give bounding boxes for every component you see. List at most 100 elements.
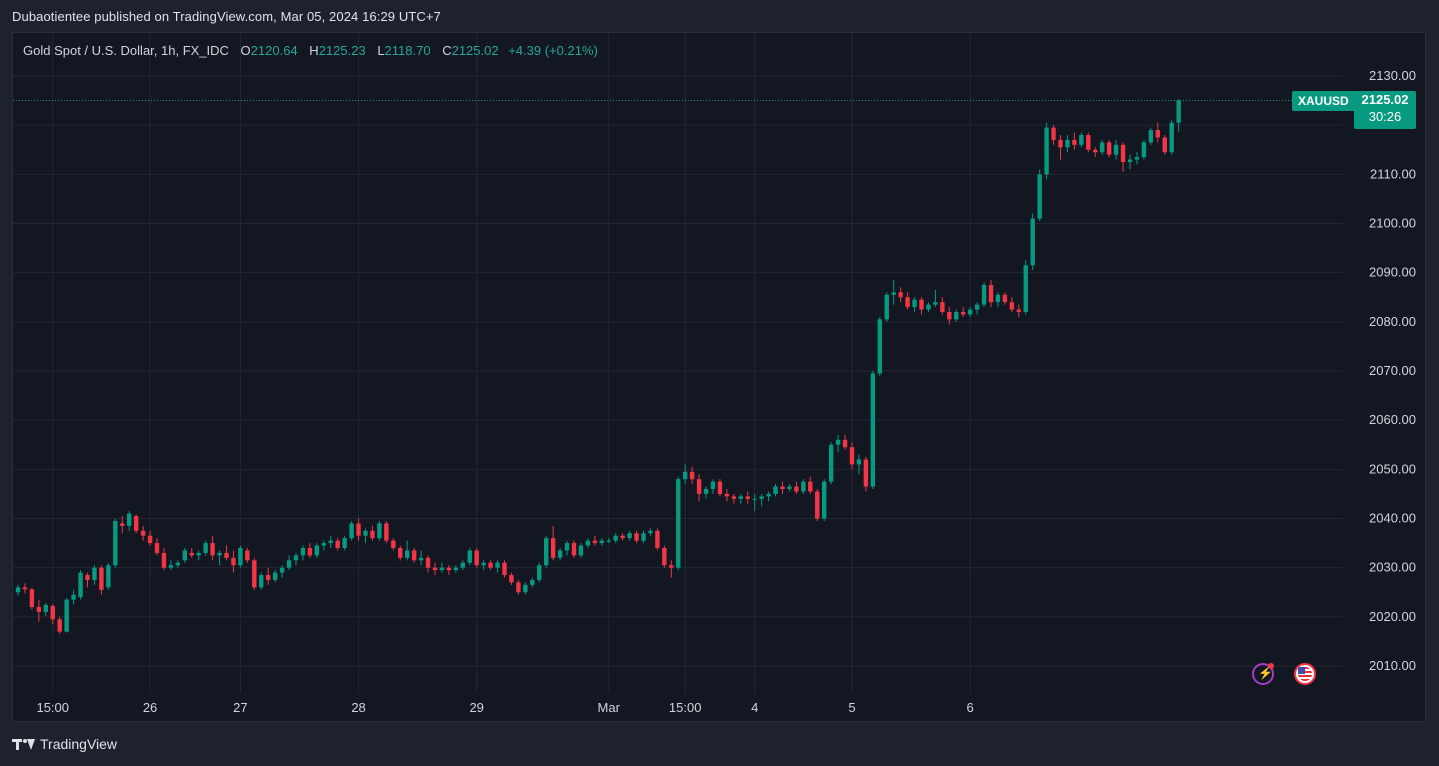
candle-body [717, 481, 723, 494]
close-label: C [442, 43, 452, 58]
candle-body [578, 545, 584, 556]
candle-body [773, 486, 778, 494]
candle-body [724, 493, 730, 497]
publish-info: Dubaotientee published on TradingView.co… [12, 9, 441, 24]
candle-body [988, 284, 994, 303]
candle-body [1009, 302, 1015, 310]
candle-body [57, 619, 62, 632]
candle-body [509, 575, 514, 583]
candle-body [286, 560, 292, 568]
candle-body [453, 567, 459, 571]
candle-body [425, 557, 431, 568]
candle-body [203, 543, 208, 553]
candle-body [224, 552, 229, 558]
candle-body [877, 319, 882, 374]
candle-body [683, 471, 688, 480]
candle-body [293, 555, 299, 561]
candle-body [655, 530, 660, 548]
footer-brand[interactable]: TradingView [12, 736, 117, 752]
candle-body [815, 491, 820, 519]
candle-body [1169, 122, 1174, 153]
candle-body [161, 552, 167, 568]
candle-body [634, 533, 639, 541]
candle-body [481, 562, 486, 566]
candle-body [335, 540, 340, 548]
candle-body [1162, 137, 1167, 153]
candle-body [1030, 218, 1035, 266]
time-tick-label: 26 [143, 700, 157, 715]
candle-body [1113, 144, 1119, 155]
candle-body [1176, 100, 1181, 123]
candle-body [550, 538, 556, 558]
candle-body [1016, 309, 1021, 312]
candle-body [154, 543, 160, 553]
candle-body [22, 587, 28, 590]
candle-body [175, 562, 181, 566]
candle-body [557, 550, 563, 558]
candle-body [1051, 127, 1056, 140]
candle-body [801, 481, 806, 492]
candle-body [106, 565, 111, 588]
candle-body [259, 575, 264, 588]
candle-body [1106, 142, 1112, 155]
candle-body [127, 513, 132, 526]
candle-body [564, 543, 570, 551]
low-value: 2118.70 [384, 43, 431, 58]
candle-body [328, 540, 333, 544]
bar-countdown: 30:26 [1368, 109, 1402, 124]
candle-body [99, 567, 104, 590]
symbol-description: Gold Spot / U.S. Dollar, 1h, FX_IDC [23, 43, 229, 58]
us-flag-event-icon[interactable] [1294, 663, 1316, 685]
price-tick-label: 2090.00 [1369, 265, 1416, 280]
candle-body [411, 550, 417, 561]
candle-body [516, 582, 521, 593]
chart-panel[interactable]: 2010.00 2020.00 2030.00 2040.00 2050.00 2060.… [12, 32, 1426, 722]
candle-body [196, 552, 201, 556]
candle-body [321, 543, 326, 546]
candle-body [1023, 265, 1028, 312]
time-tick-label: 29 [469, 700, 483, 715]
time-tick-label: 6 [967, 700, 974, 715]
candle-body [780, 486, 785, 489]
candle-body [405, 550, 410, 558]
candle-body [752, 498, 757, 500]
candle-body [15, 587, 21, 593]
candle-body [377, 523, 382, 539]
candle-body [439, 567, 445, 571]
price-tick-label: 2110.00 [1370, 166, 1416, 181]
candle-body [870, 373, 876, 487]
candle-body [418, 557, 424, 561]
candle-body [967, 309, 973, 315]
candle-body [398, 548, 403, 558]
candle-body [217, 552, 222, 556]
candle-body [460, 562, 465, 568]
low-label: L [377, 43, 385, 58]
candle-body [808, 481, 813, 492]
candlestick-chart[interactable]: 2010.00 2020.00 2030.00 2040.00 2050.00 2060.… [13, 33, 1426, 722]
flash-event-icon[interactable] [1252, 663, 1274, 685]
candle-body [1065, 139, 1070, 148]
candle-body [238, 548, 243, 566]
candle-body [766, 493, 771, 497]
candle-body [669, 565, 674, 568]
candle-body [537, 565, 542, 580]
candle-body [356, 523, 361, 536]
candle-body [606, 540, 611, 542]
candle-body [1100, 142, 1105, 153]
candle-body [245, 550, 250, 561]
candle-body [92, 567, 97, 580]
candle-body [1079, 135, 1084, 145]
candle-body [627, 533, 632, 539]
candle-body [140, 530, 146, 536]
candle-body [252, 560, 257, 588]
candle-body [85, 575, 90, 580]
candle-body [189, 552, 194, 556]
candle-body [613, 535, 618, 541]
price-tick-label: 2060.00 [1369, 412, 1416, 427]
price-tick-label: 2050.00 [1369, 461, 1416, 476]
candle-body [1044, 127, 1049, 175]
candle-body [474, 550, 479, 566]
candle-body [974, 304, 980, 310]
candle-body [620, 535, 625, 539]
candle-body [29, 589, 35, 607]
